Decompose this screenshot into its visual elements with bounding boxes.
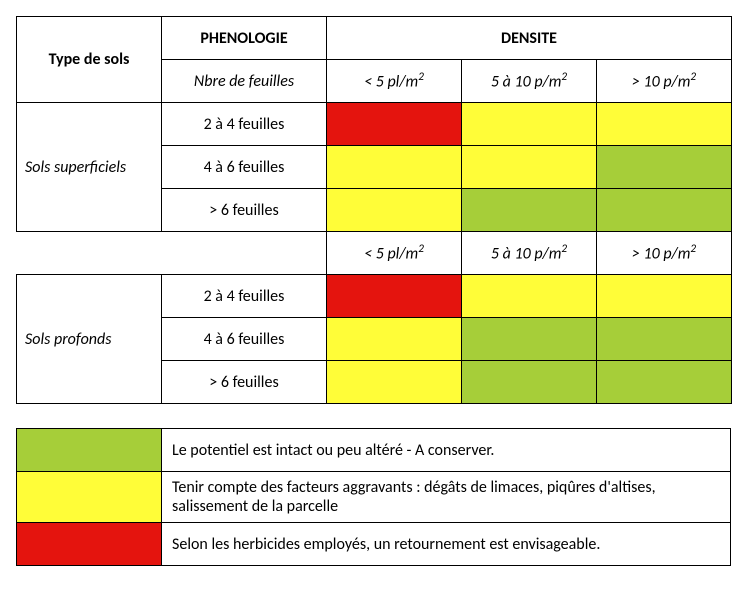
legend1-swatch [17,472,162,523]
s1r1c2 [597,318,732,361]
hdr-type-sols: Type de sols [17,17,162,103]
s0r2c2 [597,189,732,232]
hdr-phenologie-sub: Nbre de feuilles [162,60,327,103]
s1r0-pheno: 2 à 4 feuilles [162,275,327,318]
s1r2c2 [597,361,732,404]
section1-title: Sols profonds [17,275,162,404]
legend0-swatch [17,429,162,472]
hdr-densite: DENSITE [327,17,732,60]
s0r2c1 [462,189,597,232]
legend2-swatch [17,523,162,566]
s0r0c0 [327,103,462,146]
sols-table: Type de sols PHENOLOGIE DENSITE Nbre de … [16,16,732,404]
s0r2-pheno: > 6 feuilles [162,189,327,232]
hdr-d2: 5 à 10 p/m2 [462,60,597,103]
s0r1c0 [327,146,462,189]
s0r1-pheno: 4 à 6 feuilles [162,146,327,189]
hdr2-d2: 5 à 10 p/m2 [462,232,597,275]
hdr2-d1: < 5 pl/m2 [327,232,462,275]
hdr-d3: > 10 p/m2 [597,60,732,103]
hdr-phenologie: PHENOLOGIE [162,17,327,60]
legend2-text: Selon les herbicides employés, un retour… [162,523,731,566]
hdr-d1: < 5 pl/m2 [327,60,462,103]
s0r0c1 [462,103,597,146]
s1r1c1 [462,318,597,361]
s0r2c0 [327,189,462,232]
s1r0c0 [327,275,462,318]
s1r2c1 [462,361,597,404]
s1r2-pheno: > 6 feuilles [162,361,327,404]
s1r2c0 [327,361,462,404]
s1r0c2 [597,275,732,318]
s1r1c0 [327,318,462,361]
hdr2-d3: > 10 p/m2 [597,232,732,275]
s1r0c1 [462,275,597,318]
s0r0c2 [597,103,732,146]
s0r0-pheno: 2 à 4 feuilles [162,103,327,146]
legend0-text: Le potentiel est intact ou peu altéré - … [162,429,731,472]
legend-table: Le potentiel est intact ou peu altéré - … [16,428,731,566]
s0r1c2 [597,146,732,189]
s0r1c1 [462,146,597,189]
s1r1-pheno: 4 à 6 feuilles [162,318,327,361]
legend1-text: Tenir compte des facteurs aggravants : d… [162,472,731,523]
section0-title: Sols superficiels [17,103,162,232]
